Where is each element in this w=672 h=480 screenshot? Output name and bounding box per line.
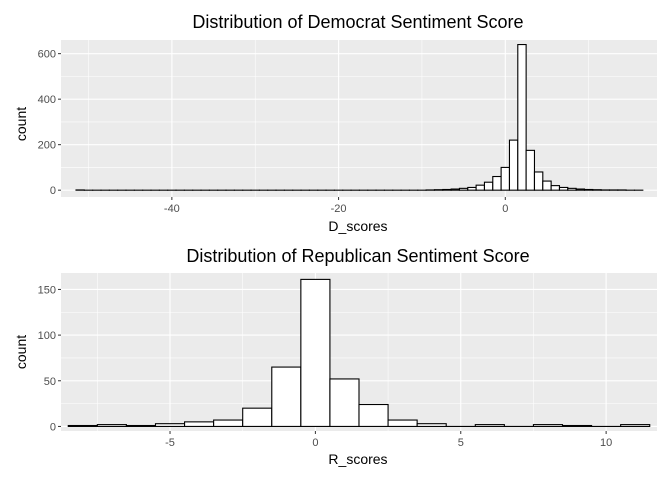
histogram-bar [583, 188, 594, 191]
x-tick-label: 10 [600, 437, 612, 449]
histogram-bar [450, 188, 460, 191]
histogram-bar [474, 424, 505, 427]
histogram-bar [184, 421, 215, 427]
histogram-bar [517, 44, 527, 191]
y-tick-label: 200 [38, 140, 56, 152]
x-axis-title: R_scores [328, 451, 387, 467]
y-axis-title: count [13, 107, 29, 141]
histogram-bar [387, 419, 418, 427]
histogram-bar [575, 188, 586, 191]
republican-histogram-panel: Distribution of Republican Sentiment Sco… [13, 246, 657, 467]
y-tick-label: 0 [50, 185, 56, 197]
histogram-bar [67, 424, 98, 427]
y-tick-label: 100 [38, 330, 56, 342]
histogram-bar [558, 186, 569, 191]
histogram-bar [242, 407, 273, 427]
y-tick-label: 400 [38, 94, 56, 106]
democrat-histogram-panel: Distribution of Democrat Sentiment Score… [13, 12, 657, 234]
histogram-bar [416, 423, 447, 427]
histogram-bar [532, 424, 564, 427]
histogram-bar [467, 186, 477, 191]
histogram-bars [67, 278, 651, 427]
histogram-bar [550, 185, 561, 191]
histogram-bar [329, 378, 360, 427]
x-axis-ticks: -5 0 5 10 [165, 431, 612, 449]
histogram-bar [500, 166, 511, 191]
plot-background [61, 40, 657, 197]
histogram-bar [492, 175, 502, 191]
chart-title: Distribution of Democrat Sentiment Score [192, 12, 523, 32]
gridlines [61, 40, 657, 197]
histogram-bar [533, 171, 544, 191]
histogram-bar [508, 139, 519, 191]
y-axis-ticks: 0 200 400 600 [38, 49, 61, 197]
y-axis-title: count [13, 335, 29, 369]
y-tick-label: 150 [38, 284, 56, 296]
y-axis-ticks: 0 50 100 150 [38, 284, 61, 433]
x-tick-label: -5 [165, 437, 175, 449]
histogram-bar [542, 180, 552, 191]
histogram-bar [483, 181, 494, 191]
chart-title: Distribution of Republican Sentiment Sco… [186, 246, 529, 266]
histogram-bar [620, 424, 651, 427]
x-tick-label: 5 [458, 437, 464, 449]
histogram-bar [561, 424, 593, 427]
x-tick-label: 0 [502, 203, 508, 215]
histogram-bars [75, 44, 644, 191]
y-tick-label: 50 [44, 376, 56, 388]
histogram-bar [358, 403, 389, 427]
x-axis-ticks: -40 -20 0 [164, 197, 508, 215]
histogram-bar [271, 366, 302, 427]
histogram-bar [442, 188, 452, 191]
histogram-bar [567, 187, 577, 191]
x-axis-title: D_scores [328, 218, 387, 234]
histogram-bar [458, 187, 469, 191]
x-tick-label: -20 [331, 203, 347, 215]
histogram-bar [96, 424, 127, 427]
x-tick-label: 0 [312, 437, 318, 449]
histogram-bar [475, 184, 486, 191]
histogram-bar [213, 419, 244, 427]
histogram-bar [125, 424, 157, 427]
histogram-bar [300, 278, 331, 427]
y-tick-label: 0 [50, 421, 56, 433]
histogram-bar [525, 149, 536, 191]
y-tick-label: 600 [38, 49, 56, 61]
x-tick-label: -40 [164, 203, 180, 215]
histogram-bar [154, 423, 186, 427]
